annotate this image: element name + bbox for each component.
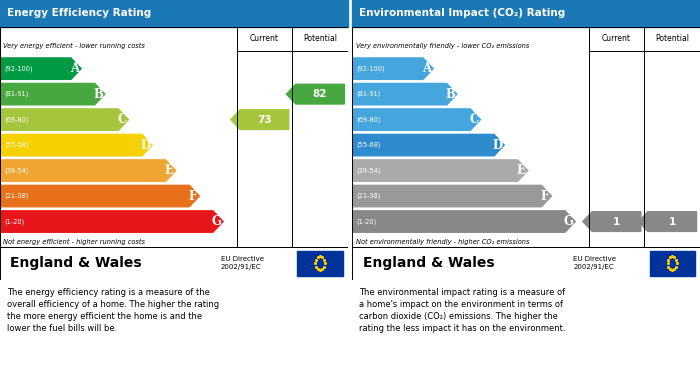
- Bar: [352, 27, 700, 247]
- Text: E: E: [517, 164, 526, 177]
- Bar: [352, 247, 700, 280]
- Polygon shape: [0, 109, 128, 130]
- Text: 1: 1: [668, 217, 676, 226]
- Text: Not environmentally friendly - higher CO₂ emissions: Not environmentally friendly - higher CO…: [356, 239, 529, 245]
- Text: C: C: [117, 113, 127, 126]
- Bar: [298, 251, 343, 276]
- Text: (21-38): (21-38): [356, 193, 381, 199]
- Text: (39-54): (39-54): [4, 167, 29, 174]
- Text: The energy efficiency rating is a measure of the
overall efficiency of a home. T: The energy efficiency rating is a measur…: [7, 289, 219, 333]
- Polygon shape: [352, 83, 457, 105]
- Polygon shape: [286, 84, 344, 104]
- Polygon shape: [352, 211, 575, 232]
- Text: G: G: [564, 215, 573, 228]
- Polygon shape: [0, 135, 152, 156]
- Text: B: B: [445, 88, 455, 100]
- Bar: [0, 247, 348, 280]
- Text: A: A: [70, 62, 79, 75]
- Text: Current: Current: [602, 34, 631, 43]
- Text: The environmental impact rating is a measure of
a home's impact on the environme: The environmental impact rating is a mea…: [359, 289, 566, 333]
- Text: Environmental Impact (CO₂) Rating: Environmental Impact (CO₂) Rating: [359, 8, 566, 18]
- Bar: [650, 251, 695, 276]
- Text: 73: 73: [257, 115, 272, 125]
- Polygon shape: [0, 185, 199, 207]
- Text: 1: 1: [613, 217, 620, 226]
- Text: G: G: [211, 215, 221, 228]
- Text: England & Wales: England & Wales: [363, 256, 494, 270]
- Text: 82: 82: [313, 89, 328, 99]
- Polygon shape: [352, 109, 480, 130]
- Text: B: B: [93, 88, 103, 100]
- Polygon shape: [0, 58, 81, 79]
- Polygon shape: [352, 185, 552, 207]
- Text: Not energy efficient - higher running costs: Not energy efficient - higher running co…: [4, 239, 146, 245]
- Text: Very environmentally friendly - lower CO₂ emissions: Very environmentally friendly - lower CO…: [356, 43, 529, 48]
- Text: (92-100): (92-100): [356, 65, 385, 72]
- Polygon shape: [352, 58, 433, 79]
- Text: Very energy efficient - lower running costs: Very energy efficient - lower running co…: [4, 43, 146, 48]
- Bar: [0, 0, 348, 27]
- Bar: [352, 0, 700, 27]
- Text: EU Directive
2002/91/EC: EU Directive 2002/91/EC: [221, 256, 264, 270]
- Polygon shape: [583, 212, 641, 231]
- Text: (55-68): (55-68): [356, 142, 381, 148]
- Polygon shape: [231, 110, 289, 129]
- Text: (69-80): (69-80): [4, 117, 29, 123]
- Text: (81-91): (81-91): [4, 91, 29, 97]
- Polygon shape: [0, 211, 223, 232]
- Text: (69-80): (69-80): [356, 117, 381, 123]
- Bar: [0, 27, 348, 247]
- Text: Current: Current: [250, 34, 279, 43]
- Text: (1-20): (1-20): [356, 218, 377, 225]
- Text: Potential: Potential: [655, 34, 690, 43]
- Text: C: C: [469, 113, 479, 126]
- Bar: [0, 247, 348, 280]
- Text: (1-20): (1-20): [4, 218, 25, 225]
- Polygon shape: [0, 83, 105, 105]
- Polygon shape: [638, 212, 696, 231]
- Text: Energy Efficiency Rating: Energy Efficiency Rating: [7, 8, 151, 18]
- Polygon shape: [352, 160, 528, 181]
- Text: F: F: [189, 190, 197, 203]
- Polygon shape: [352, 135, 504, 156]
- Text: (92-100): (92-100): [4, 65, 33, 72]
- Text: (39-54): (39-54): [356, 167, 381, 174]
- Text: D: D: [493, 138, 503, 152]
- Bar: [352, 27, 700, 247]
- Text: (55-68): (55-68): [4, 142, 29, 148]
- Text: (81-91): (81-91): [356, 91, 381, 97]
- Text: England & Wales: England & Wales: [10, 256, 142, 270]
- Text: F: F: [541, 190, 549, 203]
- Text: D: D: [141, 138, 150, 152]
- Text: (21-38): (21-38): [4, 193, 29, 199]
- Bar: [352, 247, 700, 280]
- Polygon shape: [0, 160, 176, 181]
- Bar: [0, 27, 348, 247]
- Text: E: E: [164, 164, 174, 177]
- Text: A: A: [422, 62, 431, 75]
- Text: EU Directive
2002/91/EC: EU Directive 2002/91/EC: [573, 256, 616, 270]
- Text: Potential: Potential: [303, 34, 337, 43]
